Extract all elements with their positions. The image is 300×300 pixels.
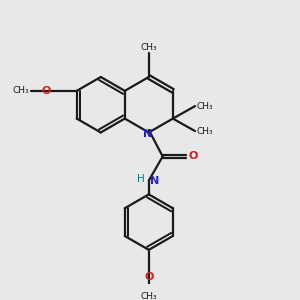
Text: O: O (144, 272, 154, 282)
Text: N: N (150, 176, 160, 185)
Text: CH₃: CH₃ (196, 127, 213, 136)
Text: CH₃: CH₃ (13, 86, 29, 95)
Text: O: O (189, 152, 198, 161)
Text: N: N (142, 129, 152, 139)
Text: CH₃: CH₃ (196, 102, 213, 111)
Text: CH₃: CH₃ (140, 292, 157, 300)
Text: CH₃: CH₃ (140, 43, 157, 52)
Text: H: H (137, 174, 145, 184)
Text: O: O (42, 86, 51, 96)
